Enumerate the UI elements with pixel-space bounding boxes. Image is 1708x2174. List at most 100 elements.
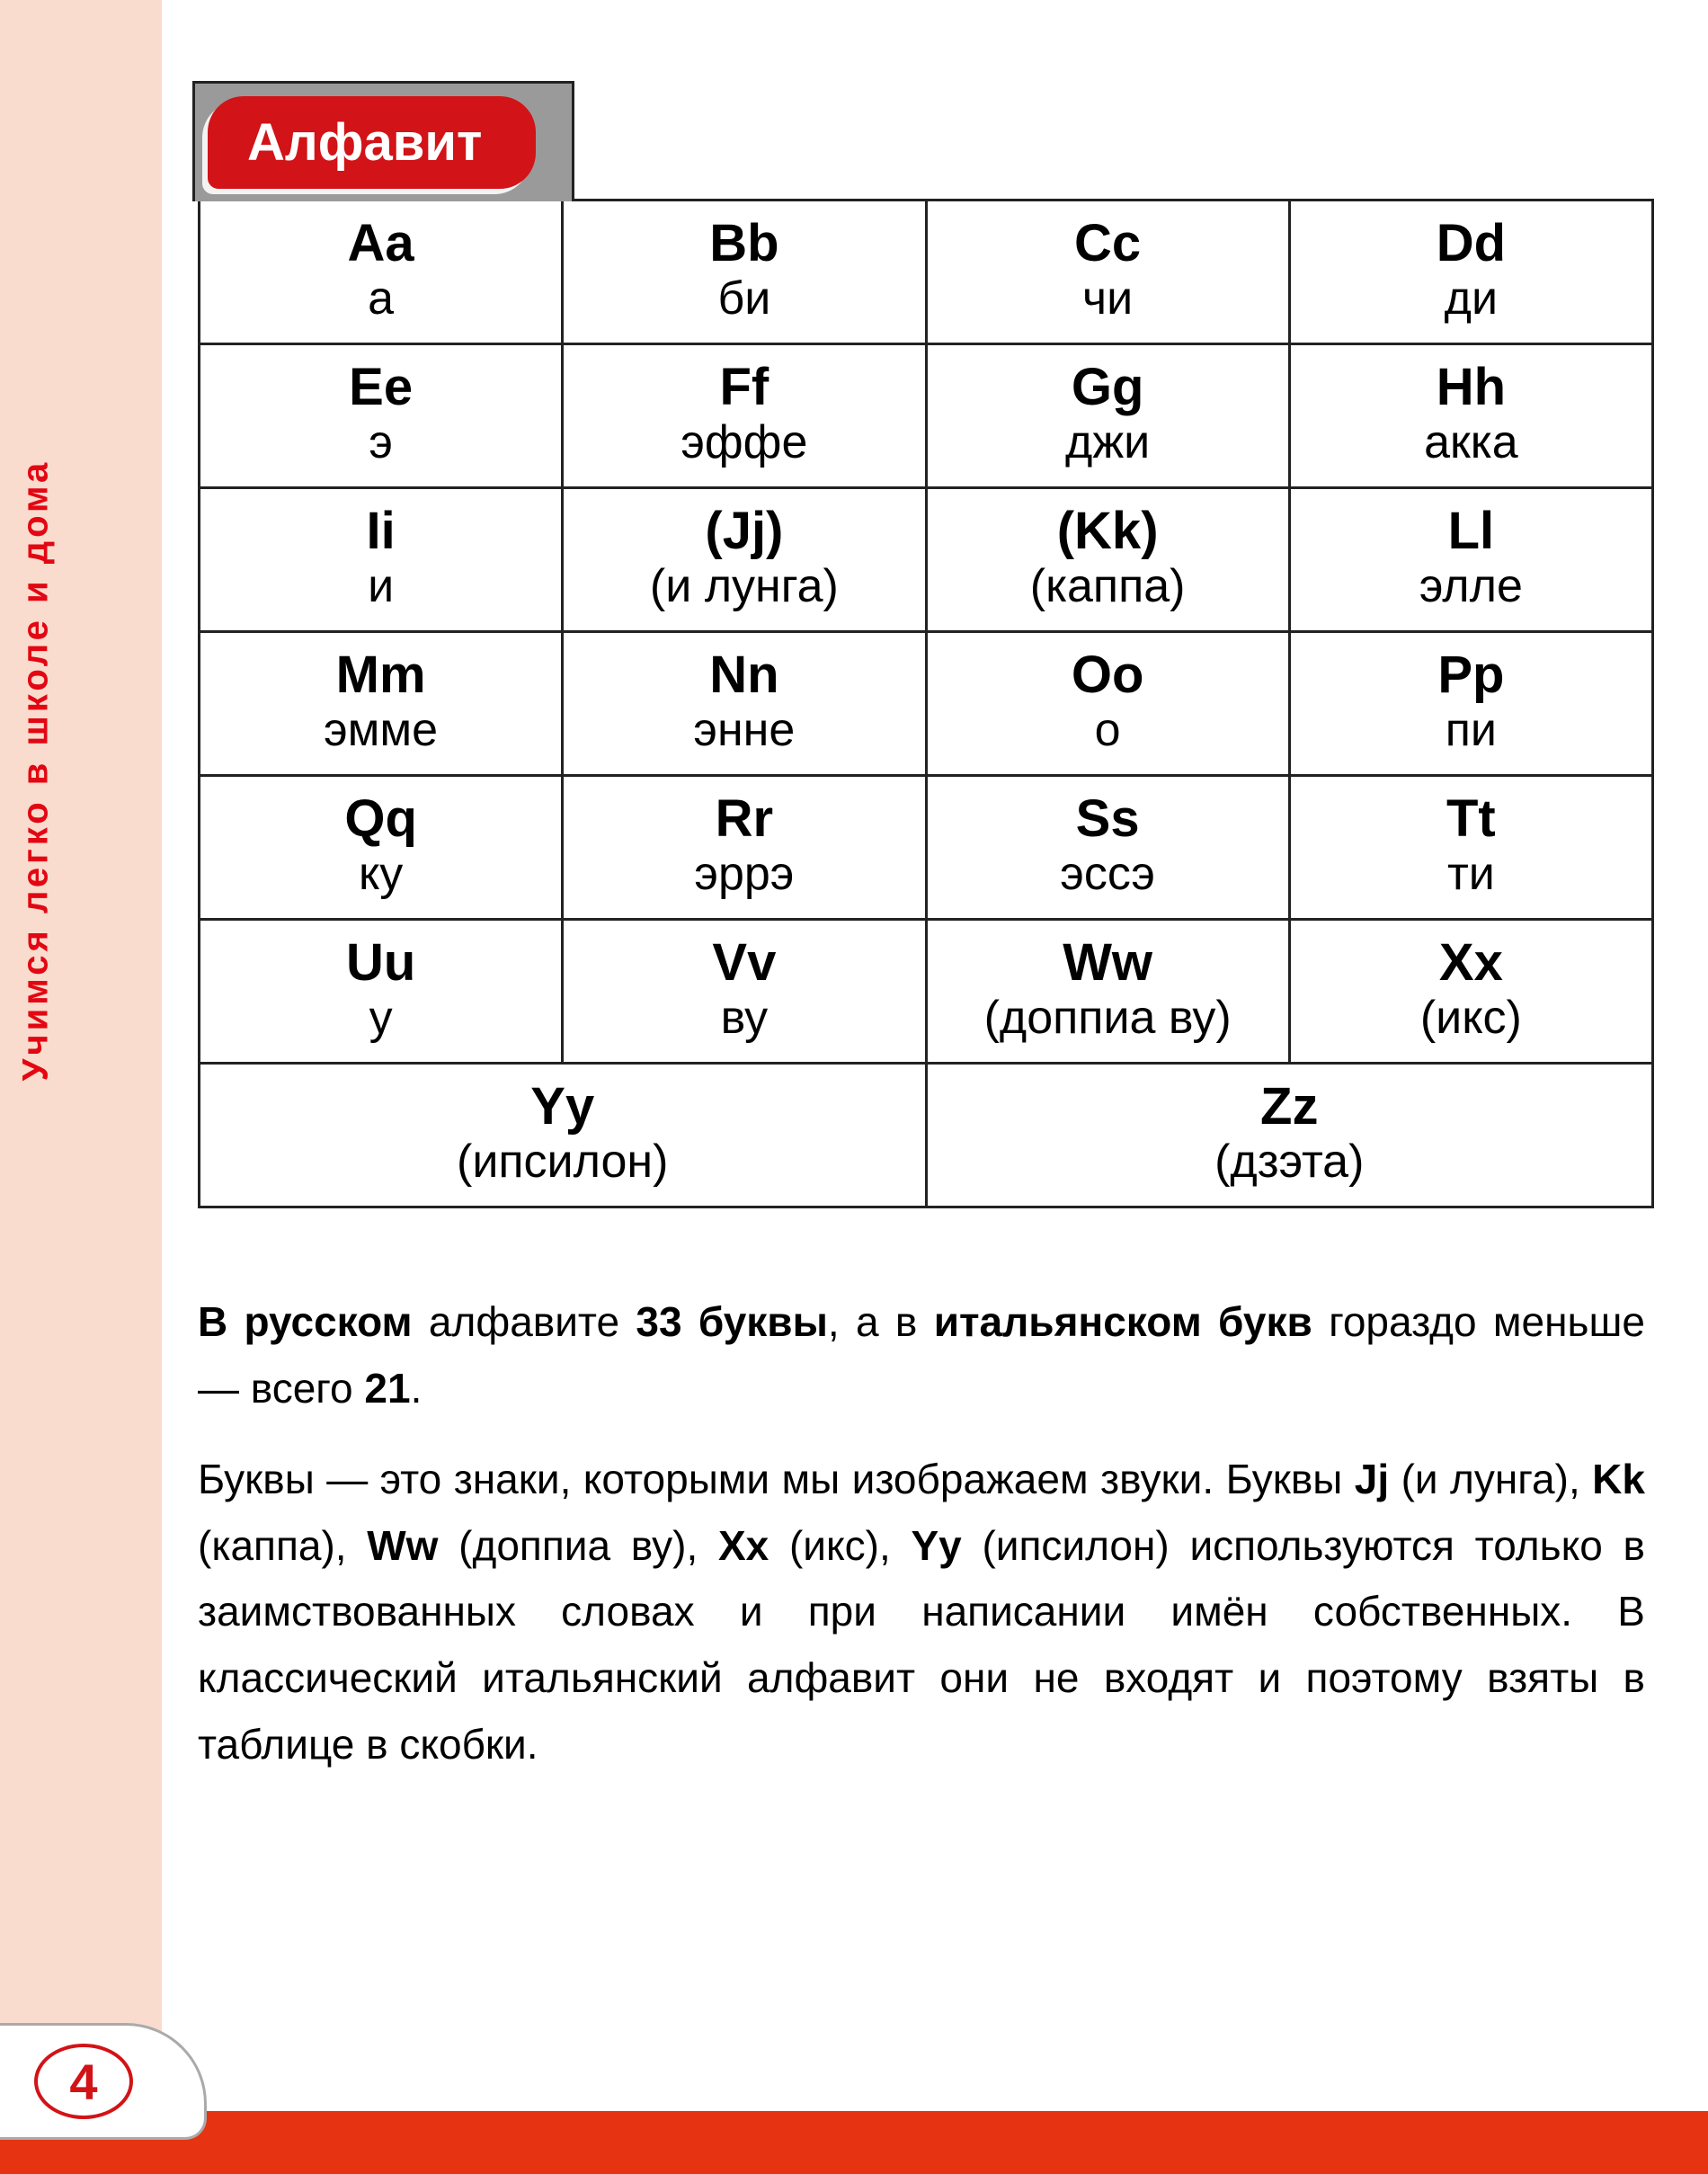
bold-text: Jj [1355, 1456, 1389, 1502]
alphabet-cell: (Kk)(каппа) [926, 488, 1289, 632]
pronunciation: чи [931, 272, 1285, 326]
pronunciation: (каппа) [931, 560, 1285, 614]
letter: Cc [931, 215, 1285, 272]
alphabet-cell: Ggджи [926, 344, 1289, 488]
pronunciation: и [204, 560, 557, 614]
letter: Tt [1294, 790, 1648, 848]
alphabet-cell: Ddди [1289, 200, 1652, 344]
pronunciation: ти [1294, 848, 1648, 902]
alphabet-cell: Nnэнне [563, 632, 926, 776]
pronunciation: ди [1294, 272, 1648, 326]
letter: Ww [931, 934, 1285, 992]
text: , а в [828, 1298, 934, 1345]
alphabet-cell: Ooо [926, 632, 1289, 776]
bold-text: Xx [718, 1522, 769, 1569]
bold-text: итальянском букв [934, 1298, 1312, 1345]
letter: Pp [1294, 646, 1648, 704]
letter: Ee [204, 359, 557, 416]
table-row: EeэFfэффеGgджиHhакка [200, 344, 1653, 488]
alphabet-cell: Yy(ипсилон) [200, 1064, 927, 1207]
text: (доппиа ву), [438, 1522, 718, 1569]
table-row: Iiи(Jj)(и лунга)(Kk)(каппа)Llэлле [200, 488, 1653, 632]
bold-text: Ww [367, 1522, 438, 1569]
letter: Dd [1294, 215, 1648, 272]
table-row: UuуVvвуWw(доппиа ву)Xx(икс) [200, 920, 1653, 1064]
alphabet-cell: Ppпи [1289, 632, 1652, 776]
letter: Nn [567, 646, 921, 704]
table-row: Yy(ипсилон)Zz(дзэта) [200, 1064, 1653, 1207]
page-title: Алфавит [208, 96, 536, 189]
letter: Ss [931, 790, 1285, 848]
letter: Xx [1294, 934, 1648, 992]
pronunciation: би [567, 272, 921, 326]
letter: Hh [1294, 359, 1648, 416]
letter: Vv [567, 934, 921, 992]
text: (каппа), [198, 1522, 367, 1569]
pronunciation: эссэ [931, 848, 1285, 902]
pronunciation: эррэ [567, 848, 921, 902]
bold-text: Kk [1592, 1456, 1645, 1502]
alphabet-cell: Zz(дзэта) [926, 1064, 1653, 1207]
text: Буквы — это знаки, которыми мы изображае… [198, 1456, 1355, 1502]
alphabet-cell: Ww(доппиа ву) [926, 920, 1289, 1064]
alphabet-cell: Mmэмме [200, 632, 563, 776]
alphabet-cell: (Jj)(и лунга) [563, 488, 926, 632]
pronunciation: эмме [204, 704, 557, 758]
alphabet-cell: Ffэффе [563, 344, 926, 488]
side-label: Учимся легко в школе и дома [16, 459, 57, 1082]
pronunciation: э [204, 416, 557, 470]
alphabet-cell: Vvву [563, 920, 926, 1064]
table-row: AaаBbбиCcчиDdди [200, 200, 1653, 344]
page-number-badge: 4 [0, 2023, 207, 2140]
alphabet-cell: Llэлле [1289, 488, 1652, 632]
paragraph-2: Буквы — это знаки, которыми мы изображае… [198, 1447, 1645, 1778]
paragraph-1: В русском алфавите 33 буквы, а в итальян… [198, 1289, 1645, 1421]
title-container: Алфавит [192, 81, 574, 201]
text: . [411, 1365, 423, 1412]
letter: Zz [931, 1078, 1649, 1136]
alphabet-cell: Ssэссэ [926, 776, 1289, 920]
letter: Ff [567, 359, 921, 416]
pronunciation: (доппиа ву) [931, 992, 1285, 1046]
alphabet-cell: Ccчи [926, 200, 1289, 344]
pronunciation: (ипсилон) [204, 1136, 921, 1189]
alphabet-cell: Rrэррэ [563, 776, 926, 920]
pronunciation: элле [1294, 560, 1648, 614]
letter: Ll [1294, 503, 1648, 560]
pronunciation: пи [1294, 704, 1648, 758]
pronunciation: (и лунга) [567, 560, 921, 614]
pronunciation: энне [567, 704, 921, 758]
alphabet-cell: Uuу [200, 920, 563, 1064]
alphabet-cell: Xx(икс) [1289, 920, 1652, 1064]
alphabet-cell: Ttти [1289, 776, 1652, 920]
alphabet-cell: Qqку [200, 776, 563, 920]
letter: Rr [567, 790, 921, 848]
pronunciation: (дзэта) [931, 1136, 1649, 1189]
page-content: Алфавит AaаBbбиCcчиDdдиEeэFfэффеGgджиHhа… [162, 0, 1708, 1803]
letter: (Kk) [931, 503, 1285, 560]
bold-text: В русском [198, 1298, 413, 1345]
letter: (Jj) [567, 503, 921, 560]
pronunciation: (икс) [1294, 992, 1648, 1046]
letter: Gg [931, 359, 1285, 416]
letter: Mm [204, 646, 557, 704]
alphabet-cell: Aaа [200, 200, 563, 344]
bottom-bar [0, 2111, 1708, 2174]
pronunciation: эффе [567, 416, 921, 470]
alphabet-cell: Hhакка [1289, 344, 1652, 488]
text: (и лунга), [1389, 1456, 1592, 1502]
pronunciation: о [931, 704, 1285, 758]
table-row: MmэммеNnэннеOoоPpпи [200, 632, 1653, 776]
letter: Bb [567, 215, 921, 272]
pronunciation: ву [567, 992, 921, 1046]
alphabet-cell: Iiи [200, 488, 563, 632]
alphabet-cell: Bbби [563, 200, 926, 344]
letter: Qq [204, 790, 557, 848]
letter: Uu [204, 934, 557, 992]
page-number: 4 [34, 2044, 133, 2119]
text: (икс), [769, 1522, 911, 1569]
table-row: QqкуRrэррэSsэссэTtти [200, 776, 1653, 920]
pronunciation: ку [204, 848, 557, 902]
letter: Oo [931, 646, 1285, 704]
bold-text: Yy [911, 1522, 961, 1569]
